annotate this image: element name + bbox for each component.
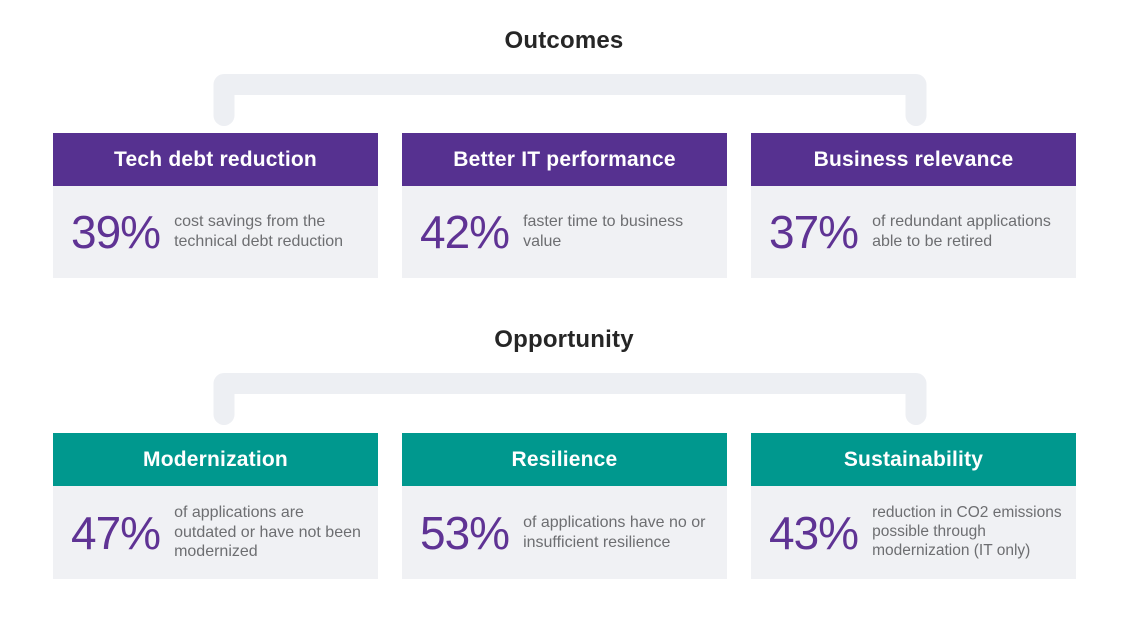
stat-card-modernization: Modernization 47% of applications are ou… bbox=[53, 433, 378, 579]
card-body: 43% reduction in CO2 emissions possible … bbox=[751, 486, 1076, 579]
card-body: 47% of applications are outdated or have… bbox=[53, 486, 378, 579]
stat-description: cost savings from the technical debt red… bbox=[174, 213, 344, 250]
section-title-outcomes: Outcomes bbox=[504, 27, 624, 54]
card-header: Resilience bbox=[402, 433, 727, 486]
stat-card-resilience: Resilience 53% of applications have no o… bbox=[402, 433, 727, 579]
bracket-connector-outcomes bbox=[213, 74, 927, 126]
stat-card-better-it-performance: Better IT performance 42% faster time to… bbox=[402, 133, 727, 278]
stat-description: of applications are outdated or have not… bbox=[174, 503, 361, 561]
stat-card-sustainability: Sustainability 43% reduction in CO2 emis… bbox=[751, 433, 1076, 579]
stat-card-business-relevance: Business relevance 37% of redundant appl… bbox=[751, 133, 1076, 278]
bracket-connector-opportunity bbox=[213, 373, 927, 425]
stat-description: of applications have no or insufficient … bbox=[523, 513, 706, 551]
stat-card-tech-debt-reduction: Tech debt reduction 39% cost savings fro… bbox=[53, 133, 378, 278]
stat-percent: 37% bbox=[769, 206, 859, 258]
card-header-label: Resilience bbox=[511, 447, 618, 471]
stat-description: reduction in CO2 emissions possible thro… bbox=[872, 504, 1062, 559]
card-header-label: Tech debt reduction bbox=[114, 147, 317, 171]
stat-percent: 43% bbox=[769, 506, 859, 559]
stat-percent: 42% bbox=[420, 206, 510, 258]
card-body: 42% faster time to business value bbox=[402, 186, 727, 278]
card-header-label: Modernization bbox=[143, 447, 288, 471]
stat-description: faster time to business value bbox=[523, 213, 684, 250]
stat-percent: 39% bbox=[71, 206, 161, 258]
stat-percent: 53% bbox=[420, 506, 510, 559]
card-header: Modernization bbox=[53, 433, 378, 486]
stat-description: of redundant applications able to be ret… bbox=[872, 213, 1051, 250]
card-header: Sustainability bbox=[751, 433, 1076, 486]
stat-percent: 47% bbox=[71, 506, 161, 559]
section-title-opportunity: Opportunity bbox=[494, 326, 634, 353]
card-header: Business relevance bbox=[751, 133, 1076, 186]
card-header-label: Sustainability bbox=[843, 447, 984, 471]
card-header-label: Better IT performance bbox=[453, 147, 676, 171]
opportunity-cards-row: Modernization 47% of applications are ou… bbox=[53, 433, 1076, 579]
card-header: Better IT performance bbox=[402, 133, 727, 186]
outcomes-cards-row: Tech debt reduction 39% cost savings fro… bbox=[53, 133, 1076, 278]
card-header: Tech debt reduction bbox=[53, 133, 378, 186]
card-body: 39% cost savings from the technical debt… bbox=[53, 186, 378, 278]
card-body: 37% of redundant applications able to be… bbox=[751, 186, 1076, 278]
card-body: 53% of applications have no or insuffici… bbox=[402, 486, 727, 579]
card-header-label: Business relevance bbox=[813, 147, 1014, 171]
